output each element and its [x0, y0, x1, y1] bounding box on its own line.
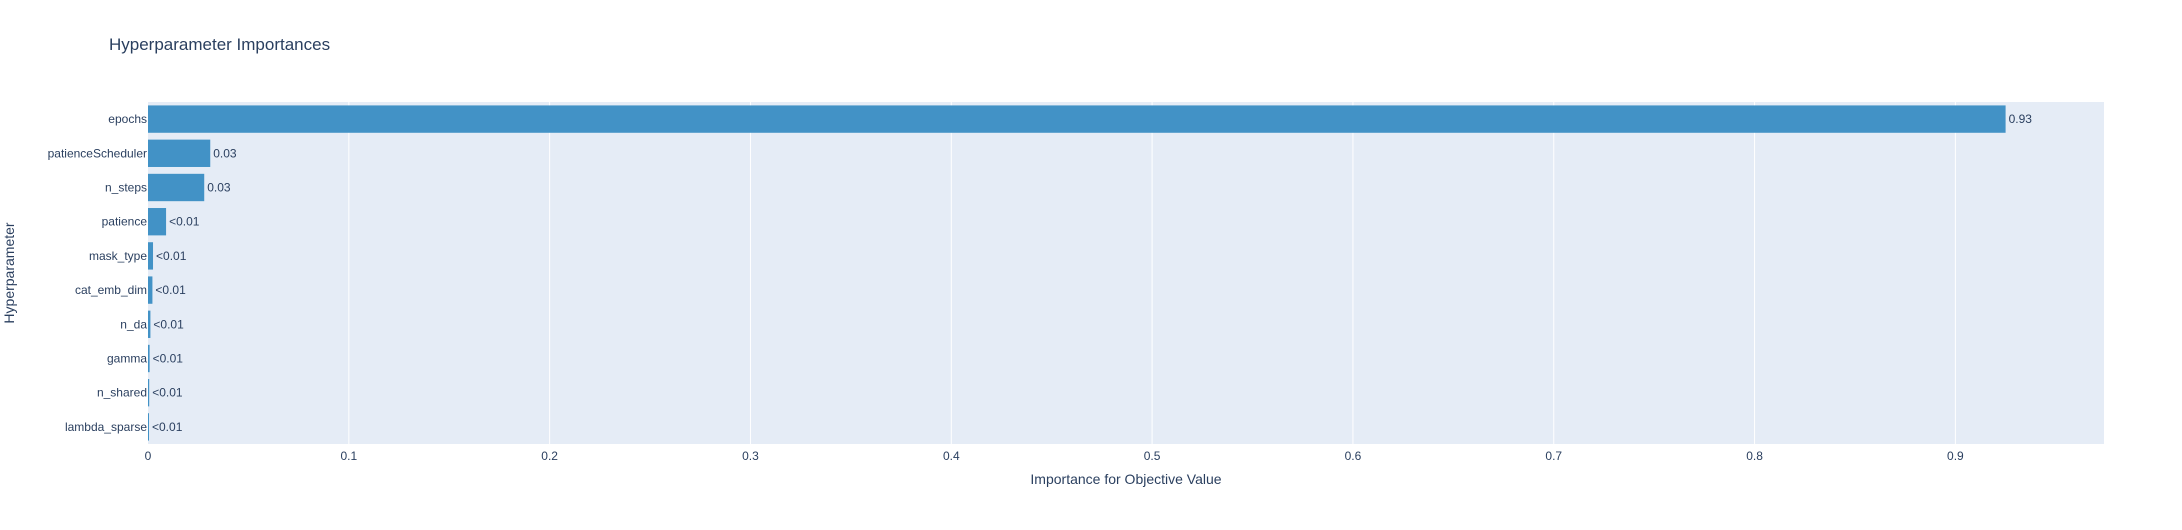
- y-tick-label-n_shared: n_shared: [97, 386, 147, 400]
- x-tick-label: 0.3: [742, 449, 759, 463]
- x-tick-label: 0.2: [541, 449, 558, 463]
- chart-title: Hyperparameter Importances: [109, 35, 330, 54]
- bar-gamma: [148, 344, 150, 373]
- x-tick-labels: 0 0.1 0.2 0.3 0.4 0.5 0.6 0.7 0.8 0.9: [145, 449, 1964, 463]
- data-label-patienceScheduler: 0.03: [213, 146, 237, 160]
- x-tick-label: 0: [145, 449, 152, 463]
- y-tick-label-patienceScheduler: patienceScheduler: [48, 146, 147, 160]
- y-axis-title: Hyperparameter: [1, 222, 17, 323]
- y-tick-label-mask_type: mask_type: [89, 249, 147, 263]
- y-tick-label-n_da: n_da: [120, 317, 147, 331]
- plot-area: [148, 102, 2104, 444]
- bar-n_da: [148, 310, 151, 338]
- y-tick-label-patience: patience: [102, 215, 148, 229]
- bar-mask_type: [148, 242, 154, 270]
- data-label-lambda_sparse: <0.01: [152, 420, 183, 434]
- bar-lambda_sparse: [148, 413, 150, 441]
- bar-patience: [148, 208, 167, 236]
- x-tick-label: 0.1: [340, 449, 357, 463]
- x-tick-label: 0.6: [1345, 449, 1362, 463]
- bar-epochs: [148, 105, 2006, 133]
- y-tick-labels: epochs patienceScheduler n_steps patience ma…: [48, 112, 148, 434]
- y-tick-label-lambda_sparse: lambda_sparse: [65, 420, 147, 434]
- data-label-n_da: <0.01: [153, 317, 184, 331]
- y-tick-label-epochs: epochs: [108, 112, 147, 126]
- gridlines: [348, 102, 1956, 444]
- x-tick-label: 0.9: [1947, 449, 1964, 463]
- x-axis-title: Importance for Objective Value: [1030, 471, 1221, 487]
- data-label-gamma: <0.01: [153, 352, 184, 366]
- bar-cat_emb_dim: [148, 276, 153, 304]
- x-tick-label: 0.5: [1144, 449, 1161, 463]
- x-tick-label: 0.4: [943, 449, 960, 463]
- x-tick-label: 0.8: [1746, 449, 1763, 463]
- bar-n_steps: [148, 173, 205, 202]
- bars: [148, 105, 2006, 441]
- data-label-cat_emb_dim: <0.01: [155, 283, 186, 297]
- data-labels: 0.93 0.03 0.03 <0.01 <0.01 <0.01 <0.01 <0.01 <0.…: [152, 112, 2032, 434]
- data-label-mask_type: <0.01: [156, 249, 187, 263]
- bar-n_shared: [148, 379, 150, 407]
- y-tick-label-cat_emb_dim: cat_emb_dim: [75, 283, 147, 297]
- x-tick-label: 0.7: [1545, 449, 1562, 463]
- y-tick-label-gamma: gamma: [107, 352, 147, 366]
- bar-patienceScheduler: [148, 139, 211, 167]
- data-label-epochs: 0.93: [2009, 112, 2033, 126]
- data-label-n_steps: 0.03: [207, 181, 231, 195]
- data-label-n_shared: <0.01: [152, 386, 183, 400]
- data-label-patience: <0.01: [169, 215, 200, 229]
- y-tick-label-n_steps: n_steps: [105, 181, 147, 195]
